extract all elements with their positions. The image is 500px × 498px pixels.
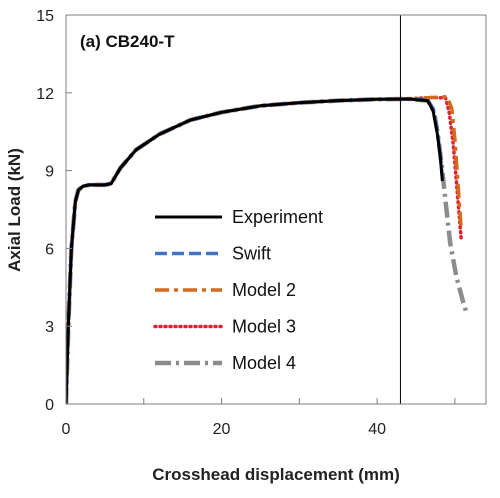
legend-label: Swift [232, 244, 271, 264]
plot-frame [65, 14, 487, 405]
series-layer [66, 94, 469, 404]
y-tick-label: 6 [45, 241, 54, 258]
y-tick-label: 15 [36, 8, 54, 25]
y-tick-label: 9 [45, 164, 54, 181]
x-tick-label: 20 [213, 421, 231, 438]
x-axis-title: Crosshead displacement (mm) [152, 465, 400, 484]
legend-label: Model 4 [232, 353, 296, 373]
series-line-experiment [66, 97, 444, 404]
legend-label: Model 2 [232, 280, 296, 300]
y-tick-label: 12 [36, 86, 54, 103]
x-tick-label: 40 [368, 421, 386, 438]
y-tick-label: 3 [45, 319, 54, 336]
x-tick-label: 0 [62, 421, 71, 438]
y-axis-title: Axial Load (kN) [5, 148, 24, 272]
legend: Experiment Swift Model 2 Model 3 Model 4 [153, 207, 323, 373]
legend-label: Model 3 [232, 317, 296, 337]
panel-label: (a) CB240-T [80, 32, 175, 51]
axes-layer: 0 3 6 9 12 15 0 20 40 [36, 8, 487, 438]
legend-label: Experiment [232, 207, 323, 227]
y-tick-label: 0 [45, 397, 54, 414]
